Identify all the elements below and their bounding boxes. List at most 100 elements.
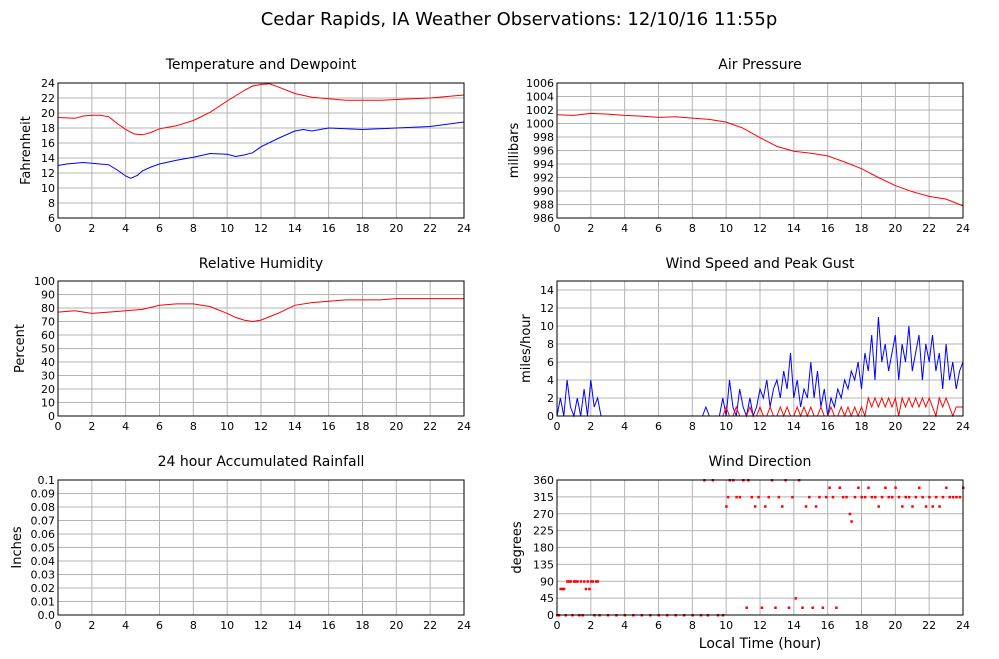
- wind-xtick-label: 10: [719, 420, 733, 433]
- dir-point: [774, 606, 777, 609]
- dir-point: [591, 580, 595, 583]
- dir-point: [787, 606, 791, 609]
- dir-point: [738, 495, 742, 499]
- dir-point: [814, 505, 818, 508]
- wind-ytick-label: 10: [540, 320, 554, 333]
- dir-point: [576, 580, 579, 583]
- dir-point: [579, 580, 583, 583]
- dir-point: [924, 505, 928, 508]
- temp-xtick-label: 6: [156, 222, 163, 235]
- temp-xtick-label: 0: [55, 222, 62, 235]
- wind-xtick-label: 22: [922, 420, 936, 433]
- dir-point: [853, 495, 857, 499]
- dir-point: [804, 505, 808, 508]
- dir-point: [586, 580, 589, 583]
- dir-point: [831, 495, 835, 499]
- wind-xtick-label: 12: [753, 420, 767, 433]
- dir-xtick-label: 20: [888, 619, 902, 632]
- dir-point: [938, 505, 941, 508]
- rh-ytick-label: 80: [41, 302, 55, 315]
- pressure-ytick-label: 1006: [526, 77, 554, 90]
- temp-series-line-1: [57, 121, 465, 179]
- temp-ytick-label: 8: [48, 197, 55, 210]
- dir-point: [588, 587, 591, 591]
- dir-point: [848, 512, 852, 516]
- dir-point: [951, 495, 955, 499]
- dir-point: [760, 606, 764, 609]
- rh-series-line-0: [57, 298, 464, 323]
- pressure-ytick-label: 990: [533, 185, 554, 198]
- dir-ytick-label: 0: [547, 609, 554, 622]
- dir-point: [890, 495, 894, 499]
- dir-point: [958, 495, 962, 499]
- rain-ytick-label: 0.1: [38, 474, 56, 487]
- dir-point: [931, 505, 935, 508]
- rain-xtick-label: 2: [88, 619, 95, 632]
- dir-point: [921, 495, 924, 499]
- temp-xtick-label: 14: [288, 222, 302, 235]
- dir-point: [753, 505, 757, 508]
- dir-point: [757, 495, 760, 499]
- rh-ylabel: Percent: [13, 324, 28, 373]
- dir-point: [934, 495, 938, 499]
- dir-xtick-label: 8: [689, 619, 696, 632]
- rain-xtick-label: 16: [322, 619, 336, 632]
- dir-xtick-label: 24: [956, 619, 970, 632]
- pressure-xtick-label: 6: [655, 222, 662, 235]
- wind-title: Wind Speed and Peak Gust: [666, 256, 855, 272]
- wind-ytick-label: 4: [547, 374, 554, 387]
- dir-chart: 0 2 4 6 8 10 12 14 16 18 20 22 240459013518022527031…: [510, 454, 970, 652]
- dir-point: [559, 587, 562, 591]
- rh-ytick-label: 60: [41, 329, 55, 342]
- wind-ytick-label: 6: [547, 356, 554, 369]
- rh-xtick-label: 24: [457, 420, 471, 433]
- temp-xtick-label: 22: [423, 222, 437, 235]
- temp-xtick-label: 24: [457, 222, 471, 235]
- rain-xtick-label: 20: [389, 619, 403, 632]
- temp-ytick-label: 20: [41, 107, 55, 120]
- dir-xtick-label: 4: [621, 619, 628, 632]
- dir-point: [811, 606, 814, 609]
- dir-point: [877, 505, 880, 508]
- pressure-xtick-label: 4: [621, 222, 628, 235]
- rain-chart: 0 2 4 6 8 10 12 14 16 18 20 22 240.00.010.020.030.04…: [10, 454, 471, 632]
- rh-xtick-label: 18: [356, 420, 370, 433]
- dir-point: [735, 495, 738, 499]
- temp-ytick-label: 22: [41, 92, 55, 105]
- rain-xtick-label: 8: [190, 619, 197, 632]
- dir-point: [777, 495, 781, 499]
- rh-plot-frame: [57, 280, 465, 417]
- rain-ylabel: Inches: [10, 526, 25, 568]
- rain-ytick-label: 0.08: [31, 501, 56, 514]
- pressure-xtick-label: 18: [855, 222, 869, 235]
- dir-point: [870, 495, 874, 499]
- rh-xtick-label: 12: [254, 420, 268, 433]
- dir-ytick-label: 180: [533, 542, 554, 555]
- rh-xtick-label: 14: [288, 420, 302, 433]
- dir-point: [914, 495, 918, 499]
- dir-point: [867, 486, 870, 489]
- dir-xtick-label: 16: [821, 619, 835, 632]
- rain-xtick-label: 4: [122, 619, 129, 632]
- dir-point: [726, 495, 730, 499]
- dir-point: [824, 495, 828, 499]
- dir-xtick-label: 0: [554, 619, 561, 632]
- wind-ytick-label: 0: [547, 410, 554, 423]
- dir-point: [901, 505, 904, 508]
- rh-xtick-label: 16: [322, 420, 336, 433]
- rh-ytick-label: 30: [41, 370, 55, 383]
- rh-ytick-label: 20: [41, 383, 55, 396]
- rh-ytick-label: 90: [41, 289, 55, 302]
- temp-xtick-label: 4: [122, 222, 129, 235]
- wind-xtick-label: 2: [587, 420, 594, 433]
- wind-xtick-label: 8: [689, 420, 696, 433]
- pressure-plot-frame: [556, 82, 964, 219]
- pressure-ytick-label: 1002: [526, 104, 554, 117]
- rh-ytick-label: 100: [34, 275, 55, 288]
- rh-xtick-label: 2: [88, 420, 95, 433]
- dir-point: [561, 587, 564, 591]
- rain-title: 24 hour Accumulated Rainfall: [158, 454, 365, 470]
- rain-plot-frame: [57, 479, 465, 616]
